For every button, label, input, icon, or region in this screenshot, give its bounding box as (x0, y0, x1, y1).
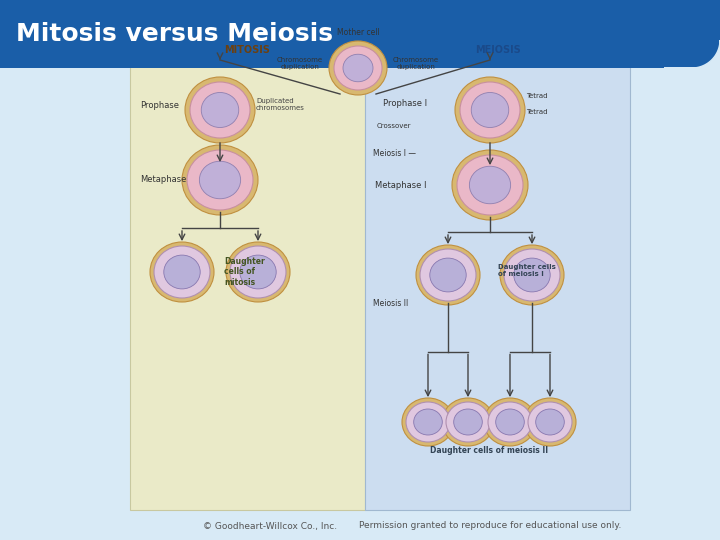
Text: Tetrad: Tetrad (526, 93, 547, 99)
Ellipse shape (329, 41, 387, 95)
Ellipse shape (406, 402, 450, 442)
Ellipse shape (190, 82, 250, 138)
Text: © Goodheart-Willcox Co., Inc.: © Goodheart-Willcox Co., Inc. (203, 522, 337, 530)
Text: Chromosome
duplication: Chromosome duplication (393, 57, 439, 71)
Text: Permission granted to reproduce for educational use only.: Permission granted to reproduce for educ… (359, 522, 621, 530)
Ellipse shape (416, 245, 480, 305)
Ellipse shape (504, 249, 560, 301)
Bar (130, 35, 365, 510)
Text: MEIOSIS: MEIOSIS (474, 45, 521, 55)
Bar (365, 35, 630, 510)
Ellipse shape (452, 150, 528, 220)
Text: Mitosis versus Meiosis: Mitosis versus Meiosis (16, 22, 333, 46)
Ellipse shape (414, 409, 442, 435)
Ellipse shape (469, 166, 510, 204)
Text: Meiosis I —: Meiosis I — (373, 150, 416, 159)
Text: MITOSIS: MITOSIS (225, 45, 271, 55)
Ellipse shape (536, 409, 564, 435)
Text: Tetrad: Tetrad (526, 109, 547, 115)
Ellipse shape (230, 246, 286, 298)
Ellipse shape (430, 258, 467, 292)
Ellipse shape (420, 249, 476, 301)
Ellipse shape (455, 77, 525, 143)
Ellipse shape (182, 145, 258, 215)
Text: Crossover: Crossover (377, 123, 412, 129)
Ellipse shape (488, 402, 532, 442)
Ellipse shape (457, 155, 523, 215)
Bar (0, 0, 720, 68)
Text: Daughter
cells of
mitosis: Daughter cells of mitosis (224, 257, 265, 287)
Text: Duplicated
chromosomes: Duplicated chromosomes (256, 98, 305, 111)
Ellipse shape (442, 398, 494, 446)
Ellipse shape (240, 255, 276, 289)
Ellipse shape (495, 409, 524, 435)
Ellipse shape (226, 242, 290, 302)
Ellipse shape (460, 82, 520, 138)
Text: Prophase I: Prophase I (383, 99, 427, 109)
Ellipse shape (202, 92, 239, 127)
Text: Mother cell: Mother cell (337, 28, 379, 37)
Ellipse shape (343, 54, 373, 82)
Ellipse shape (454, 409, 482, 435)
Ellipse shape (484, 398, 536, 446)
Text: Prophase: Prophase (140, 102, 179, 111)
Text: Daughter cells of meiosis II: Daughter cells of meiosis II (430, 446, 548, 455)
Text: Daughter cells
of meiosis I: Daughter cells of meiosis I (498, 265, 556, 278)
Polygon shape (664, 40, 720, 68)
Ellipse shape (199, 161, 240, 199)
Ellipse shape (402, 398, 454, 446)
Ellipse shape (446, 402, 490, 442)
Text: Meiosis II: Meiosis II (373, 299, 408, 307)
Ellipse shape (472, 92, 509, 127)
Ellipse shape (528, 402, 572, 442)
Ellipse shape (334, 46, 382, 90)
Text: Chromosome
duplication: Chromosome duplication (277, 57, 323, 71)
Text: Metaphase: Metaphase (140, 176, 186, 185)
Ellipse shape (514, 258, 550, 292)
Ellipse shape (187, 150, 253, 210)
Ellipse shape (500, 245, 564, 305)
Ellipse shape (524, 398, 576, 446)
Ellipse shape (154, 246, 210, 298)
Text: Metaphase I: Metaphase I (375, 180, 426, 190)
Ellipse shape (185, 77, 255, 143)
Ellipse shape (150, 242, 214, 302)
Ellipse shape (164, 255, 200, 289)
